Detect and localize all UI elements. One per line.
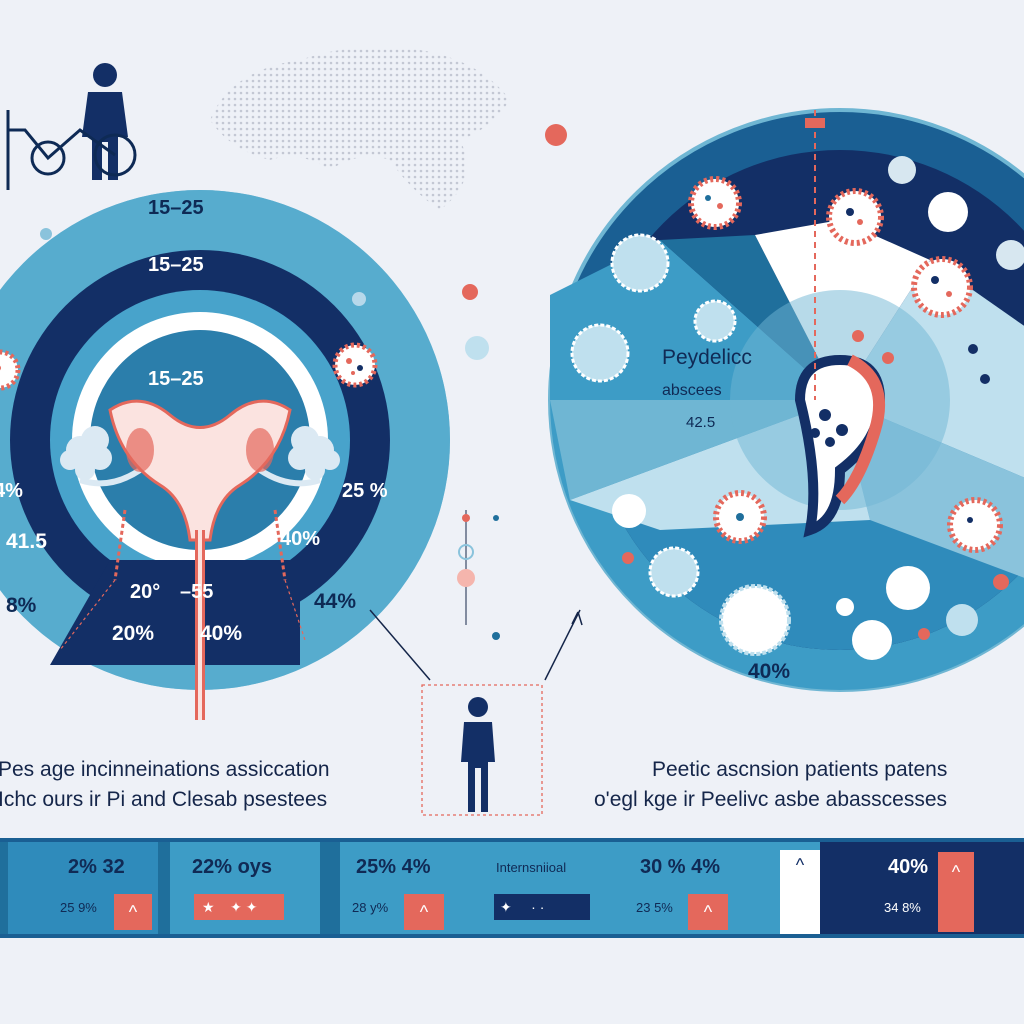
dot-decoration xyxy=(996,240,1024,270)
dot-decoration xyxy=(993,574,1009,590)
left-mid-label: 41.5 xyxy=(6,530,47,553)
dot-decoration xyxy=(882,352,894,364)
arrow-up-icon: ^ xyxy=(780,850,820,880)
dot-decoration xyxy=(852,330,864,342)
arrow-up-icon: ^ xyxy=(688,894,728,930)
dot-decoration xyxy=(545,124,567,146)
dot-decoration xyxy=(888,156,916,184)
arrow-up-icon: ^ xyxy=(938,852,974,932)
left-middle-label: 15–25 xyxy=(148,254,204,276)
bottom-a-label: 20° xyxy=(130,581,161,603)
uterus-icon xyxy=(59,399,340,720)
band-cell-5-bottom: 23 5% xyxy=(636,900,673,915)
arrow-up-icon: ^ xyxy=(404,894,444,930)
band-cell-2-top: 22% oys xyxy=(192,856,273,878)
left-low-label: 8% xyxy=(6,594,37,617)
arrow-up-icon: ^ xyxy=(114,894,152,930)
world-map xyxy=(210,46,510,211)
band-cell-1-top: 2% 32 xyxy=(68,856,125,878)
dot-decoration xyxy=(40,228,52,240)
dot-decoration xyxy=(465,336,489,360)
dot-decoration xyxy=(968,344,978,354)
band-cell-3-bottom: 28 y% xyxy=(352,900,389,915)
bacteria-icon xyxy=(610,233,670,293)
bottom-b-label: –55 xyxy=(180,581,214,603)
virus-icon xyxy=(826,188,884,246)
virus-icon xyxy=(688,176,742,230)
dot-decoration xyxy=(946,604,978,636)
band-cell-4-top: Internsniioal xyxy=(496,860,567,875)
connector-lines xyxy=(369,510,583,816)
left-edge-label: 4% xyxy=(0,480,23,502)
bacteria-icon xyxy=(648,546,700,598)
right-title-line2: abscees xyxy=(662,382,722,399)
right-bottom-value: 40% xyxy=(748,660,791,683)
bottom-c-label: 20% xyxy=(112,622,155,645)
dot-decoration xyxy=(918,628,930,640)
left-outer-top-label: 15–25 xyxy=(148,197,204,219)
bacteria-icon xyxy=(719,584,791,656)
virus-icon xyxy=(947,497,1003,553)
right-low-label: 40% xyxy=(280,528,321,550)
flag-icon: ★ ✦ ✦ xyxy=(194,894,284,920)
band-cell-3-top: 25% 4% xyxy=(356,856,431,878)
dot-decoration xyxy=(980,374,990,384)
left-caption-line1: Pes age incinneinations assiccation xyxy=(0,758,330,781)
virus-icon xyxy=(332,342,378,388)
dot-decoration xyxy=(462,284,478,300)
flag-icon: ✦ · · xyxy=(494,894,590,920)
dot-decoration xyxy=(836,598,854,616)
band-cell-7-bottom: 34 8% xyxy=(884,900,921,915)
left-caption-line2: Ichc ours ir Pi and Clesab psestees xyxy=(0,788,328,811)
band-cell-1-bottom: 25 9% xyxy=(60,900,97,915)
right-caption-line2: o'egl kge ir Peelivc asbe abasscesses xyxy=(594,788,948,811)
dot-decoration xyxy=(352,292,366,306)
right-mid-label: 25 % xyxy=(342,480,388,502)
dot-decoration xyxy=(852,620,892,660)
stats-band xyxy=(0,838,1024,938)
dot-decoration xyxy=(622,552,634,564)
right-outer-label: 44% xyxy=(314,590,357,613)
right-caption-line1: Peetic ascnsion patients patens xyxy=(652,758,948,781)
virus-icon xyxy=(0,349,21,391)
bacteria-icon xyxy=(570,323,630,383)
dot-decoration xyxy=(928,192,968,232)
bacteria-icon xyxy=(693,299,737,343)
band-cell-7-top: 40% xyxy=(888,856,929,878)
right-title-line1: Peydelicc xyxy=(662,346,752,369)
virus-icon xyxy=(911,256,973,318)
virus-icon xyxy=(713,490,767,544)
bottom-d-label: 40% xyxy=(200,622,243,645)
left-inner-label: 15–25 xyxy=(148,368,204,390)
dot-decoration xyxy=(886,566,930,610)
dot-decoration xyxy=(612,494,646,528)
band-cell-5-top: 30 % 4% xyxy=(640,856,721,878)
person-icon xyxy=(461,697,495,812)
right-inner-value: 42.5 xyxy=(686,414,716,431)
bicycle-icon xyxy=(6,110,137,190)
